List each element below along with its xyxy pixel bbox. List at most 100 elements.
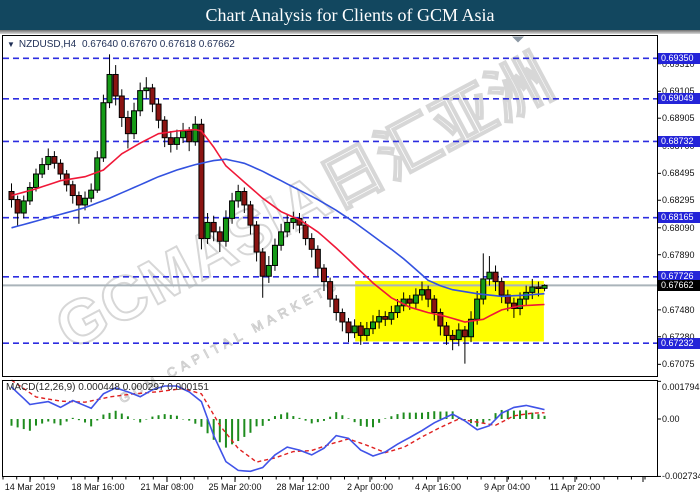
candle-body (357, 325, 364, 336)
candle-body (486, 271, 493, 280)
chart-canvas[interactable] (0, 34, 700, 500)
candle-body (345, 321, 352, 334)
candle-body (112, 73, 119, 97)
candle-body (394, 305, 401, 314)
candle-body (474, 298, 481, 320)
candle-body (204, 221, 211, 240)
price-panel-border (2, 35, 658, 377)
candle-body (259, 251, 266, 277)
candle-body (504, 294, 511, 304)
ma-line (11, 128, 545, 323)
macd-panel-border (2, 380, 658, 477)
candle-body (216, 231, 223, 242)
candle-body (363, 328, 370, 336)
candle-body (100, 102, 107, 159)
candle-body (265, 264, 272, 277)
candle-body (431, 298, 438, 314)
candle-body (449, 334, 456, 340)
candle-body (443, 325, 450, 336)
candle-body (235, 191, 242, 202)
candle-body (376, 316, 383, 323)
candle-body (498, 281, 505, 296)
candle-body (278, 231, 285, 246)
candle-body (535, 286, 542, 289)
candle-body (290, 217, 297, 223)
ohlc-values: 0.67640 0.67670 0.67618 0.67662 (81, 39, 235, 50)
candle-body (492, 271, 499, 283)
candle-body (406, 298, 413, 304)
title-bar: Chart Analysis for Clients of GCM Asia (0, 0, 700, 30)
candle-body (468, 318, 475, 338)
candle-body (229, 200, 236, 219)
candle-body (33, 173, 40, 188)
candle-body (186, 130, 193, 143)
candle-body (143, 87, 150, 92)
candle-body (333, 298, 340, 314)
candle-body (75, 195, 82, 206)
window-border (0, 30, 700, 34)
macd-signal-line (11, 379, 545, 463)
candle-body (88, 189, 95, 199)
candle-body (241, 191, 248, 206)
candle-body (247, 204, 254, 226)
candle-body (351, 325, 358, 334)
candle-body (271, 244, 278, 266)
candle-body (45, 156, 52, 166)
candle-body (369, 321, 376, 330)
candle-body (180, 130, 187, 139)
candle-body (106, 73, 113, 104)
candle-body (253, 224, 260, 253)
autoscroll-marker-icon (512, 36, 524, 43)
candle-body (51, 156, 58, 164)
candle-body (327, 281, 334, 300)
candle-body (455, 329, 462, 340)
symbol-label: NZDUSD,H4 (18, 39, 77, 50)
candle-body (302, 224, 309, 240)
candle-body (308, 238, 315, 250)
candle-body (314, 248, 321, 269)
candle-body (198, 123, 205, 240)
candle-body (529, 286, 536, 293)
macd-indicator-label: MACD(12,26,9) 0.000448 0.000297 0.000151 (6, 382, 209, 393)
candle-body (320, 267, 327, 283)
candle-body (388, 312, 395, 320)
candle-body (20, 200, 27, 214)
candle-body (131, 110, 138, 135)
candle-body (118, 95, 125, 119)
ma-line (11, 158, 545, 298)
candle-body (425, 289, 432, 300)
candle-body (94, 157, 101, 191)
candle-body (167, 137, 174, 145)
candle-body (39, 164, 46, 175)
candle-body (14, 199, 21, 214)
macd-main-line (10, 385, 545, 473)
candle-body (480, 278, 487, 300)
candle-body (210, 221, 217, 233)
chart-area[interactable]: GCMASIA日汇亚洲 GCM CAPITAL MARKETS ▼ NZDUSD,… (0, 34, 700, 500)
candle-body (26, 186, 33, 202)
chevron-down-icon[interactable]: ▼ (7, 40, 15, 49)
symbol-ohlc-label: ▼ NZDUSD,H4 0.67640 0.67670 0.67618 0.676… (7, 39, 238, 50)
candle-body (412, 294, 419, 304)
consolidation-rectangle[interactable] (355, 280, 544, 342)
candle-body (124, 117, 131, 135)
candle-body (222, 217, 229, 242)
candle-body (82, 197, 89, 206)
candle-body (69, 184, 76, 197)
candle-body (57, 162, 64, 175)
candle-body (137, 90, 144, 112)
candle-body (419, 289, 426, 296)
window-title: Chart Analysis for Clients of GCM Asia (205, 5, 495, 25)
candle-body (284, 221, 291, 233)
candle-body (517, 298, 524, 310)
candle-body (192, 123, 199, 143)
candle-body (161, 119, 168, 139)
candle-body (155, 103, 162, 121)
candle-body (461, 329, 468, 338)
candle-body (437, 312, 444, 327)
candle-body (339, 312, 346, 323)
candle-body (541, 284, 548, 289)
candle-body (173, 137, 180, 145)
candle-body (149, 87, 156, 105)
